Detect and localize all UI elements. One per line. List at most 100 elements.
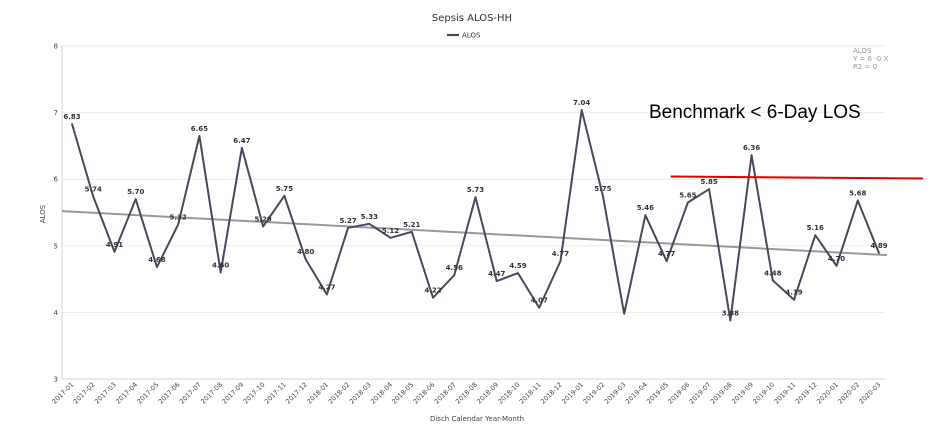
legend: ALOS (447, 32, 481, 40)
data-point-2017-05 (156, 266, 158, 268)
x-tick-label-2019-11: 2019-11 (773, 381, 798, 406)
data-label-2018-08: 5.73 (467, 186, 484, 194)
x-tick-label-2019-06: 2019-06 (666, 381, 691, 406)
data-label-2019-09: 6.36 (743, 144, 760, 152)
grid (61, 45, 885, 380)
benchmark-line (670, 175, 924, 180)
trend-line (61, 210, 888, 257)
series-line-alos (71, 108, 880, 322)
benchmark-annotation: Benchmark < 6-Day LOS (649, 102, 861, 123)
data-point-2018-11 (538, 306, 541, 309)
data-points (71, 109, 880, 322)
x-tick-label-2019-02: 2019-02 (581, 381, 606, 406)
x-tick-label-2019-04: 2019-04 (624, 381, 649, 406)
data-label-2020-01: 4.70 (828, 255, 845, 263)
data-point-2019-11 (793, 298, 795, 301)
x-tick-label-2017-08: 2017-08 (199, 381, 224, 406)
data-point-2019-02 (602, 195, 604, 197)
data-label-2018-02: 5.27 (339, 217, 356, 225)
x-tick-label-2018-04: 2018-04 (369, 381, 394, 406)
data-point-2019-12 (814, 234, 817, 236)
data-label-2017-01: 6.83 (63, 113, 80, 121)
x-tick-label-2017-02: 2017-02 (72, 381, 97, 406)
data-point-2018-07 (453, 274, 456, 276)
data-point-2019-04 (644, 214, 647, 216)
x-tick-label-2018-05: 2018-05 (390, 381, 415, 406)
x-tick-label-2019-07: 2019-07 (688, 381, 713, 406)
data-label-2018-05: 5.21 (403, 221, 420, 229)
data-label-2020-02: 5.68 (849, 190, 866, 198)
data-label-2019-11: 4.19 (785, 289, 802, 297)
x-tick-label-2018-07: 2018-07 (433, 381, 458, 406)
x-tick-label-2019-10: 2019-10 (751, 381, 776, 406)
data-label-2017-08: 4.60 (212, 261, 229, 269)
x-tick-label-2019-08: 2019-08 (709, 381, 734, 406)
data-label-2017-05: 4.68 (148, 256, 165, 264)
y-tick-label-6: 6 (54, 176, 59, 184)
x-tick-label-2017-07: 2017-07 (178, 381, 203, 406)
data-point-2017-04 (134, 198, 137, 200)
x-tick-label-2018-08: 2018-08 (454, 381, 479, 406)
data-point-2017-02 (92, 195, 95, 198)
data-point-2018-10 (517, 272, 519, 274)
x-tick-label-2019-12: 2019-12 (794, 381, 819, 406)
x-tick-label-2018-06: 2018-06 (412, 381, 437, 406)
x-tick-label-2018-11: 2018-11 (518, 381, 543, 406)
data-point-2017-10 (262, 225, 264, 228)
data-point-2017-06 (177, 223, 179, 226)
data-label-2019-01: 7.04 (573, 99, 590, 107)
data-label-2018-06: 4.22 (424, 287, 441, 295)
data-point-2019-05 (665, 260, 668, 262)
data-label-2017-07: 6.65 (191, 125, 208, 133)
data-point-2019-10 (772, 279, 774, 282)
data-point-2018-09 (495, 280, 498, 282)
y-tick-label-7: 7 (54, 109, 58, 117)
x-tick-label-2018-02: 2018-02 (327, 381, 352, 406)
x-tick-label-2017-06: 2017-06 (157, 381, 182, 406)
data-point-2019-06 (687, 201, 689, 204)
data-label-2019-02: 5.75 (594, 185, 611, 193)
data-point-2020-03 (878, 252, 880, 254)
data-label-2019-12: 5.16 (807, 224, 824, 232)
data-point-2017-12 (304, 258, 307, 260)
data-point-2017-07 (198, 135, 201, 137)
data-point-2018-01 (326, 293, 328, 296)
data-point-2019-07 (708, 188, 710, 190)
x-tick-label-2019-03: 2019-03 (603, 381, 628, 406)
data-label-2018-12: 4.77 (552, 250, 569, 258)
data-label-2017-04: 5.70 (127, 188, 144, 196)
data-point-2020-01 (835, 264, 838, 267)
y-tick-label-4: 4 (54, 309, 59, 317)
x-tick-label-2019-09: 2019-09 (730, 381, 755, 406)
data-label-2018-11: 4.07 (531, 297, 548, 305)
data-label-2017-02: 5.74 (85, 186, 102, 194)
x-tick-label-2018-09: 2018-09 (475, 381, 500, 406)
x-axis-label: Disch Calendar Year-Month (430, 415, 524, 423)
data-point-2017-08 (219, 271, 222, 274)
y-axis-label: ALOS (39, 204, 47, 223)
data-label-2019-07: 5.85 (700, 178, 717, 186)
x-tick-label-2020-03: 2020-03 (858, 381, 883, 406)
data-label-2019-04: 5.46 (637, 204, 654, 212)
data-point-2019-09 (750, 154, 753, 157)
data-label-2020-03: 4.89 (870, 242, 887, 250)
data-label-2017-09: 6.47 (233, 137, 250, 145)
x-tick-label-2017-09: 2017-09 (220, 381, 245, 406)
data-label-2019-08: 3.88 (722, 309, 739, 317)
trendline-info-r2: R2 = 0 (853, 63, 877, 71)
x-tick-label-2018-10: 2018-10 (497, 381, 522, 406)
data-point-2019-08 (729, 319, 732, 322)
y-tick-label-3: 3 (54, 376, 58, 384)
x-tick-label-2018-01: 2018-01 (305, 381, 330, 406)
chart-title: Sepsis ALOS-HH (432, 13, 512, 24)
data-point-2020-02 (856, 199, 859, 202)
x-tick-label-2017-12: 2017-12 (284, 381, 309, 406)
data-point-2018-08 (474, 196, 477, 198)
x-tick-label-2019-05: 2019-05 (645, 381, 670, 406)
x-tick-label-2020-02: 2020-02 (836, 381, 861, 406)
x-tick-label-2017-10: 2017-10 (242, 381, 267, 406)
data-point-2018-04 (389, 237, 392, 239)
x-tick-label-2020-01: 2020-01 (815, 381, 840, 406)
data-label-2018-10: 4.59 (509, 262, 526, 270)
